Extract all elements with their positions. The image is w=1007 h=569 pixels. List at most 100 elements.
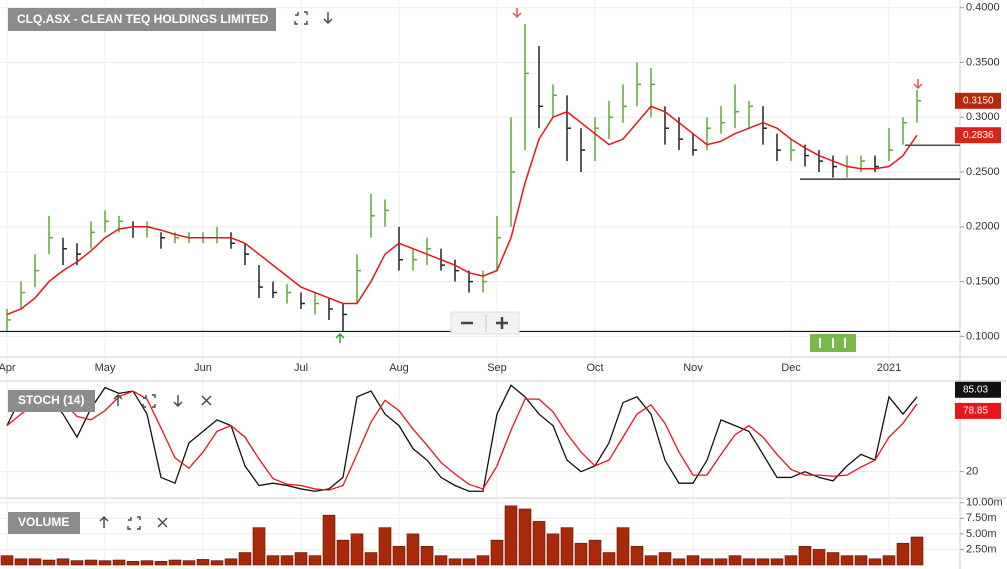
y-tick-label: 20 <box>966 466 978 478</box>
volume-bar <box>42 559 56 566</box>
volume-bar <box>686 555 700 566</box>
y-tick-label: 0.4000 <box>966 2 1000 14</box>
x-tick-label: Dec <box>781 362 801 374</box>
buy-signal <box>335 332 345 343</box>
volume-bar <box>896 542 910 566</box>
y-tick-label: 5.00m <box>966 528 997 540</box>
price-label-box <box>955 402 1001 419</box>
volume-bar <box>238 552 252 566</box>
volume-bar <box>602 552 616 566</box>
stoch-line <box>6 390 918 491</box>
volume-bar <box>714 558 728 566</box>
volume-bar <box>378 527 392 566</box>
volume-bar <box>784 555 798 566</box>
volume-bar <box>518 508 532 566</box>
close-icon[interactable] <box>157 517 168 528</box>
volume-bar <box>476 555 490 566</box>
y-tick-label: 0.2500 <box>966 166 1000 178</box>
volume-bar <box>182 560 196 566</box>
volume-bar <box>0 555 14 566</box>
volume-bar <box>98 560 112 566</box>
volume-bar <box>616 527 630 566</box>
price-label-box <box>955 381 1001 398</box>
volume-bar <box>84 559 98 566</box>
volume-bar <box>504 505 518 566</box>
volume-bar <box>420 546 434 566</box>
volume-bar <box>126 560 140 566</box>
volume-bar <box>546 533 560 566</box>
up-icon[interactable] <box>99 516 109 528</box>
volume-bar <box>196 559 210 566</box>
volume-bar <box>252 527 266 566</box>
volume-bar <box>406 533 420 566</box>
volume-bar <box>392 546 406 566</box>
volume-bar <box>336 539 350 566</box>
volume-bar <box>70 560 84 566</box>
volume-bar <box>56 558 70 566</box>
x-tick-label: 2021 <box>877 362 901 374</box>
x-tick-label: Jul <box>294 362 308 374</box>
volume-bar <box>882 555 896 566</box>
y-tick-label: 0.1000 <box>966 330 1000 342</box>
x-tick-label: Sep <box>487 362 507 374</box>
y-tick-label: 7.50m <box>966 512 997 524</box>
volume-bar <box>798 546 812 566</box>
volume-bar <box>280 555 294 566</box>
volume-bar <box>672 558 686 566</box>
title-box <box>8 512 80 534</box>
grip <box>819 338 846 348</box>
down-icon[interactable] <box>173 395 183 407</box>
stoch-line <box>6 384 918 492</box>
volume-header: VOLUME <box>8 512 168 534</box>
stoch-header: STOCH (14) <box>8 390 212 412</box>
volume-bar <box>868 558 882 566</box>
y-tick-label: 0.1500 <box>966 275 1000 287</box>
y-tick-label: 2.50m <box>966 543 997 555</box>
maximize-icon[interactable] <box>294 11 308 25</box>
volume-bar <box>154 560 168 566</box>
up-icon[interactable] <box>113 394 123 406</box>
chart-title: CLQ.ASX - CLEAN TEQ HOLDINGS LIMITED <box>17 12 269 26</box>
title-box <box>8 390 95 412</box>
volume-bar <box>28 558 42 566</box>
volume-bar <box>812 549 826 566</box>
down-icon[interactable] <box>323 12 333 24</box>
x-tick-label: Aug <box>389 362 409 374</box>
volume-bar <box>658 552 672 566</box>
volume-bar <box>560 527 574 566</box>
volume-bar <box>112 559 126 566</box>
volume-bar <box>322 514 336 566</box>
price-label-box <box>955 127 1001 144</box>
volume-bar <box>364 552 378 566</box>
volume-bar <box>840 555 854 566</box>
sell-signal <box>913 79 923 90</box>
volume-bar <box>210 560 224 566</box>
x-tick-label: Nov <box>683 362 703 374</box>
maximize-icon[interactable] <box>142 394 156 408</box>
y-tick-label: 0.3500 <box>966 56 1000 68</box>
price-label: 0.3150 <box>963 95 994 106</box>
x-tick-label: May <box>95 362 116 374</box>
volume-bar <box>224 558 238 566</box>
volume-bar <box>644 555 658 566</box>
volume-bar <box>350 533 364 566</box>
maximize-icon[interactable] <box>127 516 141 530</box>
y-tick-label: 0.3000 <box>966 111 1000 123</box>
volume-bar <box>266 555 280 566</box>
volume-bar <box>574 542 588 566</box>
close-icon[interactable] <box>201 395 212 406</box>
volume-bar <box>490 539 504 566</box>
range-handle[interactable] <box>810 334 856 352</box>
volume-bar <box>700 558 714 566</box>
price-label: 78.85 <box>963 406 988 417</box>
volume-bar <box>742 558 756 566</box>
volume-bar <box>756 558 770 566</box>
y-tick-label: 10.00m <box>966 497 1003 509</box>
volume-bar <box>140 560 154 566</box>
zoom-in[interactable] <box>496 317 508 329</box>
volume-bar <box>630 546 644 566</box>
price-label-box <box>955 92 1001 109</box>
price-label: 85.03 <box>963 384 988 395</box>
